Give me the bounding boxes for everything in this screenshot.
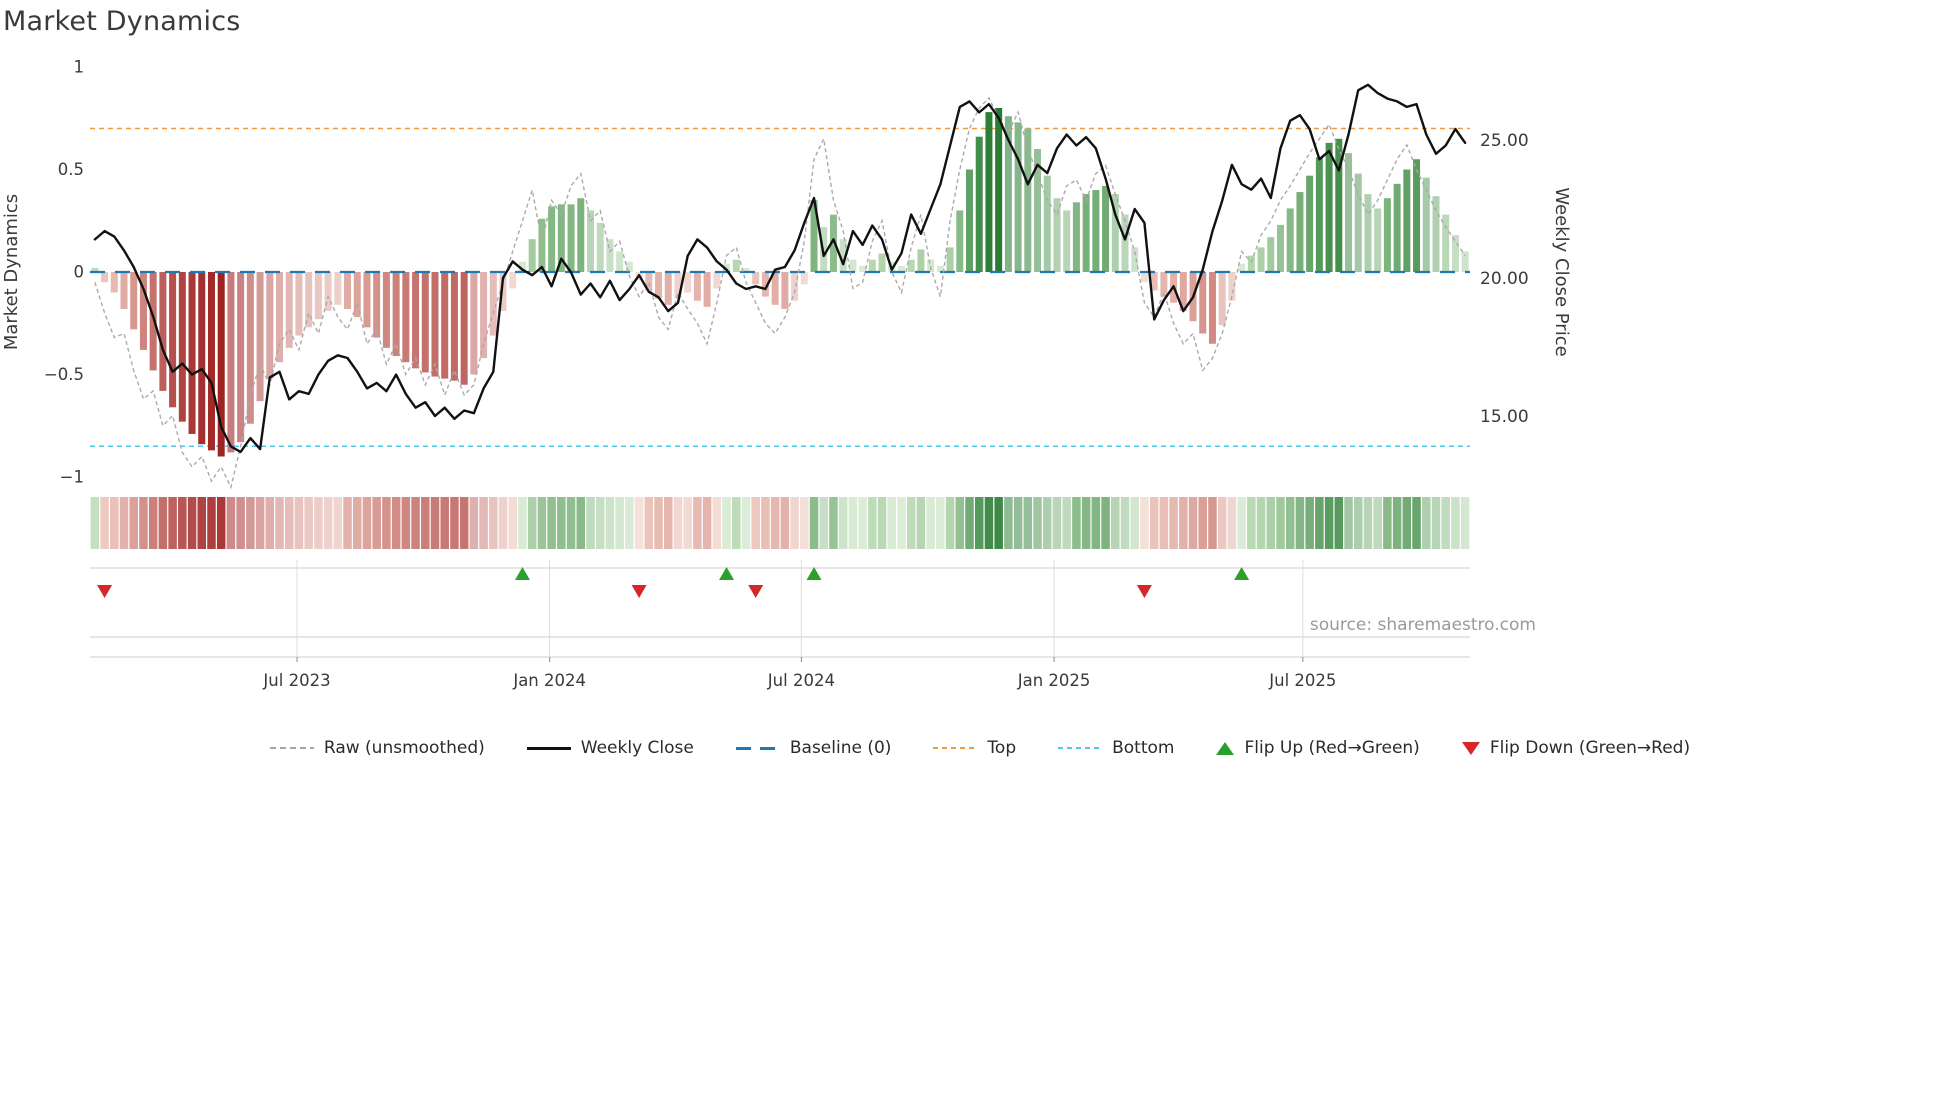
legend-item-top: Top xyxy=(933,738,1016,758)
left-axis-label: Market Dynamics xyxy=(1,194,22,350)
flip-up-marker xyxy=(719,567,735,580)
y-right-tick-label: 20.00 xyxy=(1480,269,1529,289)
legend-item-flip-down: Flip Down (Green→Red) xyxy=(1461,738,1691,758)
raw-line xyxy=(94,96,1466,490)
flip-down-marker xyxy=(748,585,764,598)
legend-label-baseline: Baseline (0) xyxy=(789,738,892,758)
flip-up-markers xyxy=(514,567,1250,580)
legend-item-raw: Raw (unsmoothed) xyxy=(269,738,485,758)
x-tick-label: Jul 2025 xyxy=(1268,671,1336,690)
y-left-tick-label: 1 xyxy=(74,58,85,77)
legend-label-top: Top xyxy=(987,738,1017,758)
top-line-icon xyxy=(933,746,978,750)
flip-down-markers xyxy=(97,585,1152,598)
legend-label-flip-up: Flip Up (Red→Green) xyxy=(1244,738,1420,758)
heatmap-strip xyxy=(90,497,1470,549)
legend-item-weekly-close: Weekly Close xyxy=(526,738,694,758)
flip-down-marker xyxy=(1136,585,1152,598)
y-axis-left: 1 0.5 0 −0.5 −1 Market Dynamics xyxy=(1,58,84,487)
x-axis: Jul 2023 Jan 2024 Jul 2024 Jan 2025 Jul 2025 xyxy=(262,657,1336,690)
oscillator-bars xyxy=(91,108,1469,457)
y-axis-right: 25.00 20.00 15.00 Weekly Close Price xyxy=(1480,131,1572,427)
flip-up-marker xyxy=(1234,567,1250,580)
marker-band xyxy=(90,560,1470,658)
y-left-tick-label: −1 xyxy=(60,468,84,487)
y-left-tick-label: 0.5 xyxy=(58,160,84,179)
flip-up-icon xyxy=(1216,741,1235,755)
raw-line-icon xyxy=(269,747,314,749)
legend-label-raw: Raw (unsmoothed) xyxy=(323,738,485,758)
flip-up-marker xyxy=(514,567,530,580)
chart-title: Market Dynamics xyxy=(3,6,241,37)
legend-item-flip-up: Flip Up (Red→Green) xyxy=(1216,738,1420,758)
flip-up-marker xyxy=(806,567,822,580)
x-tick-label: Jan 2025 xyxy=(1017,671,1091,690)
bottom-line-icon xyxy=(1058,746,1103,750)
y-right-tick-label: 15.00 xyxy=(1480,407,1529,427)
market-dynamics-chart: Jul 2023 Jan 2024 Jul 2024 Jan 2025 Jul 2025… xyxy=(1,58,1572,691)
legend-label-flip-down: Flip Down (Green→Red) xyxy=(1489,738,1691,758)
reference-lines xyxy=(90,127,1470,448)
x-tick-label: Jul 2023 xyxy=(262,671,330,690)
weekly-close-line xyxy=(93,83,1467,454)
x-tick-label: Jan 2024 xyxy=(512,671,586,690)
legend-item-bottom: Bottom xyxy=(1058,738,1174,758)
legend-label-bottom: Bottom xyxy=(1112,738,1175,758)
y-left-tick-label: 0 xyxy=(74,263,85,282)
y-left-tick-label: −0.5 xyxy=(44,365,84,384)
chart-legend: Raw (unsmoothed) Weekly Close Baseline (… xyxy=(0,738,1960,758)
legend-label-weekly-close: Weekly Close xyxy=(580,738,694,758)
source-credit: source: sharemaestro.com xyxy=(1309,615,1536,635)
right-axis-label: Weekly Close Price xyxy=(1551,187,1572,356)
chart-area: Jul 2023 Jan 2024 Jul 2024 Jan 2025 Jul 2025… xyxy=(1,58,1572,691)
y-right-tick-label: 25.00 xyxy=(1480,131,1529,151)
baseline-line-icon xyxy=(735,746,780,750)
flip-down-marker xyxy=(97,585,113,598)
x-tick-label: Jul 2024 xyxy=(767,671,835,690)
flip-down-icon xyxy=(1461,741,1480,755)
legend-item-baseline: Baseline (0) xyxy=(735,738,892,758)
weekly-close-line-icon xyxy=(526,746,571,750)
flip-down-marker xyxy=(631,585,647,598)
